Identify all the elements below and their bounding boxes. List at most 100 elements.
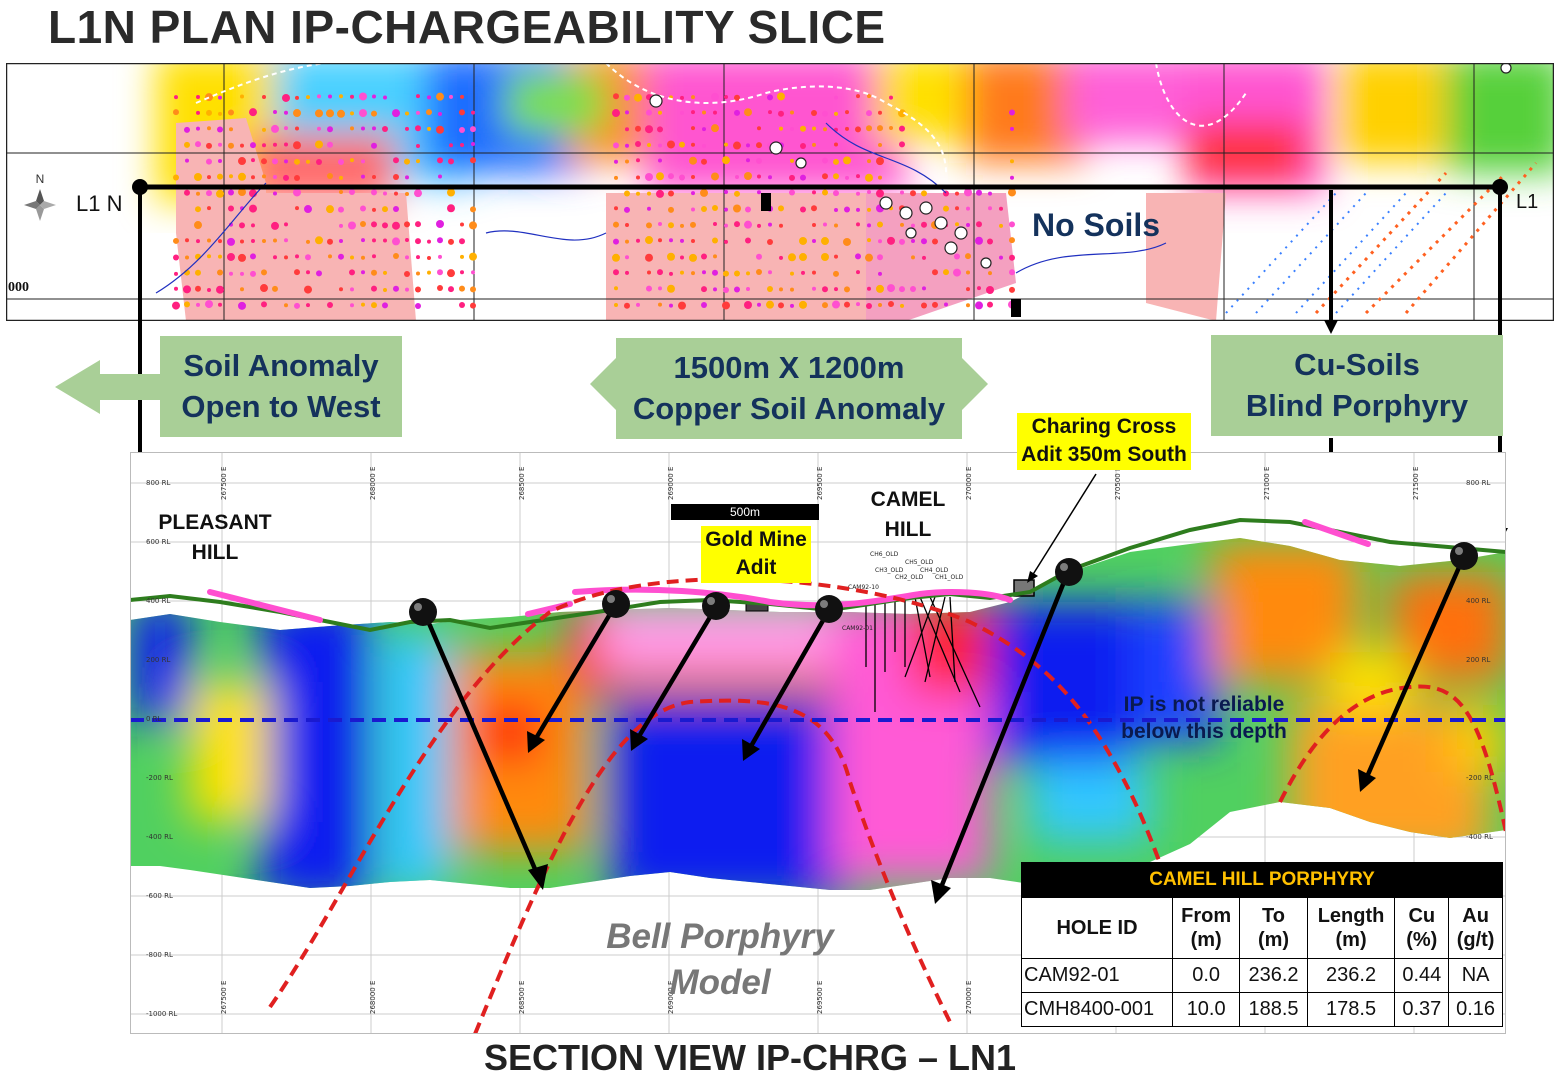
easting-label: 271500 E — [1412, 467, 1420, 500]
soil-sample-dot — [910, 285, 916, 292]
soil-sample-dot — [636, 158, 640, 163]
soil-sample-dot — [733, 204, 741, 213]
soil-sample-dot — [437, 285, 443, 292]
column-header: Au (g/t) — [1448, 897, 1503, 959]
soil-sample-dot — [460, 254, 464, 259]
soil-sample-dot — [625, 159, 629, 164]
soil-sample-dot — [888, 301, 894, 308]
soil-sample-dot — [427, 255, 431, 260]
soil-sample-dot — [371, 221, 377, 228]
soil-sample-dot — [438, 254, 442, 259]
rl-label: 800 RL — [146, 479, 170, 487]
soil-sample-dot — [437, 237, 443, 244]
rl-label: 800 RL — [1466, 479, 1490, 487]
soil-sample-dot — [469, 252, 477, 261]
section-view: CH6_OLD CH5_OLD CH3_OLD CH4_OLD CH2_OLD … — [130, 452, 1506, 1034]
soil-sample-dot — [471, 142, 475, 147]
soil-sample-dot — [855, 126, 861, 133]
table-cell: 0.37 — [1394, 992, 1450, 1027]
soil-sample-dot — [460, 222, 464, 227]
soil-sample-dot — [856, 174, 860, 179]
soil-sample-dot — [306, 239, 310, 244]
soil-sample-dot — [647, 270, 651, 275]
soil-sample-dot — [876, 157, 884, 166]
soil-sample-dot — [832, 300, 840, 309]
soil-sample-dot — [856, 302, 860, 307]
soil-sample-dot — [327, 141, 333, 148]
soil-sample-dot — [184, 301, 190, 308]
soil-sample-dot — [438, 111, 442, 116]
soil-sample-dot — [986, 285, 994, 294]
soil-sample-dot — [679, 174, 685, 181]
soil-sample-dot — [757, 126, 761, 131]
soil-sample-dot — [965, 253, 971, 260]
soil-sample-dot — [976, 189, 982, 196]
soil-sample-dot — [734, 94, 740, 101]
soil-sample-dot — [900, 190, 904, 195]
soil-sample-dot — [691, 142, 695, 147]
soil-sample-dot — [667, 140, 675, 149]
soil-sample-dot — [271, 221, 279, 230]
table-cell: 188.5 — [1239, 992, 1308, 1027]
soil-sample-dot — [447, 269, 455, 278]
soil-sample-dot — [701, 205, 707, 212]
soil-sample-dot — [767, 286, 773, 293]
soil-sample-dot — [668, 222, 674, 229]
soil-sample-dot — [999, 223, 1003, 228]
soil-sample-dot — [173, 174, 179, 181]
soil-sample-dot — [612, 253, 620, 262]
soil-sample-dot — [646, 109, 652, 116]
soil-sample-dot — [218, 159, 222, 164]
soil-sample-dot — [227, 252, 235, 261]
soil-sample-dot — [350, 126, 354, 131]
soil-sample-dot — [843, 237, 851, 246]
soil-sample-dot — [899, 286, 905, 293]
soil-sample-dot — [800, 206, 806, 213]
soil-sample-dot — [966, 223, 970, 228]
soil-sample-dot — [459, 238, 465, 245]
soil-sample-dot — [283, 174, 289, 181]
soil-sample-dot — [372, 238, 376, 243]
soil-sample-dot — [812, 126, 816, 131]
soil-sample-dot — [834, 142, 838, 147]
easting-label: 270000 E — [965, 981, 973, 1014]
soil-sample-dot — [856, 191, 860, 196]
camel-hill-label: CAMEL HILL — [870, 488, 946, 542]
soil-sample-dot — [877, 254, 883, 261]
soil-sample-dot — [833, 158, 839, 165]
soil-sample-dot — [1009, 221, 1015, 228]
soil-sample-dot — [812, 238, 816, 243]
soil-sample-dot — [460, 270, 464, 275]
soil-sample-dot — [910, 190, 916, 197]
soil-sample-dot — [359, 92, 367, 101]
soil-sample-dot — [184, 189, 190, 196]
soil-sample-dot — [350, 94, 354, 99]
soil-sample-dot — [966, 303, 970, 308]
soil-sample-dot — [966, 206, 970, 211]
soil-sample-dot — [877, 221, 883, 228]
soil-sample-dot — [218, 95, 222, 100]
soil-sample-dot — [261, 158, 267, 165]
soil-sample-dot — [867, 207, 871, 212]
soil-sample-dot — [218, 111, 222, 116]
soil-sample-dot — [921, 302, 927, 309]
soil-sample-dot — [943, 269, 949, 276]
soil-sample-dot — [338, 158, 344, 165]
drill-label: CH5_OLD — [905, 559, 934, 566]
soil-sample-dot — [183, 285, 191, 294]
soil-sample-dot — [645, 253, 653, 262]
soil-sample-dot — [359, 109, 367, 118]
soil-sample-dot — [955, 206, 959, 211]
soil-sample-dot — [361, 270, 365, 275]
soil-sample-dot — [427, 126, 431, 131]
soil-sample-dot — [404, 270, 410, 277]
soil-sample-dot — [284, 255, 288, 260]
soil-sample-dot — [701, 286, 707, 293]
soil-sample-dot — [238, 188, 246, 197]
soil-sample-dot — [361, 174, 365, 179]
soil-sample-dot — [383, 238, 387, 243]
soil-sample-dot — [229, 271, 233, 276]
page-title: L1N PLAN IP-CHARGEABILITY SLICE — [48, 1, 886, 53]
soil-sample-dot — [844, 286, 850, 293]
soil-sample-dot — [196, 126, 200, 131]
